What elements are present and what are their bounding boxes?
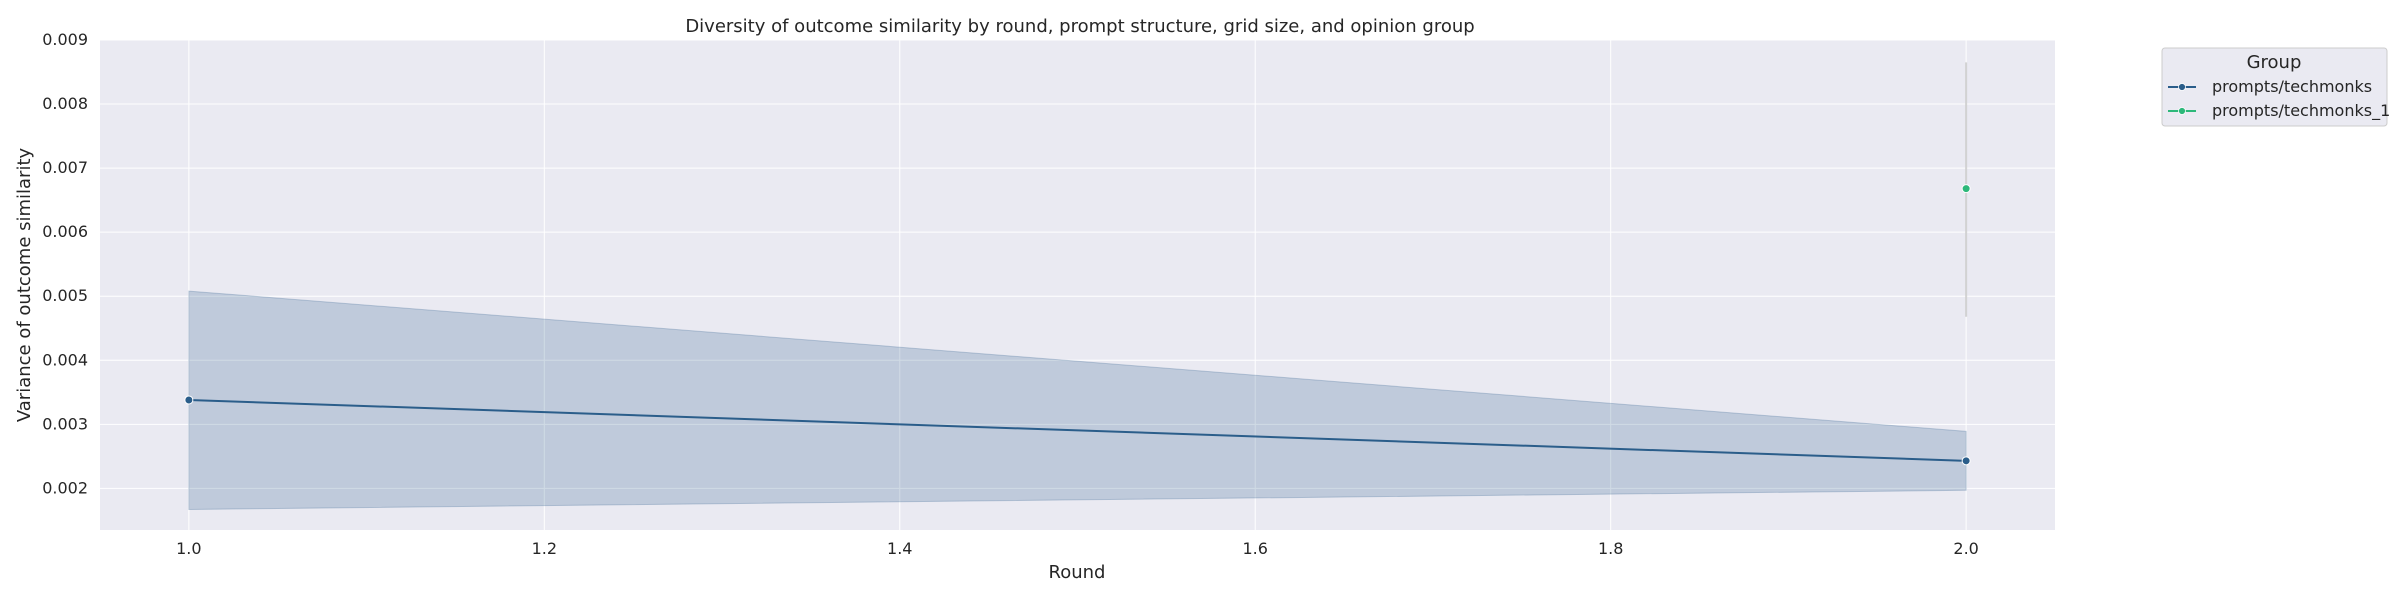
- data-point: [1961, 456, 1971, 466]
- data-point: [184, 395, 194, 405]
- plot-area: [100, 40, 2055, 530]
- y-tick-label: 0.004: [42, 350, 88, 369]
- series-line: [188, 398, 1967, 462]
- legend: Group prompts/techmonks prompts/techmonk…: [2161, 47, 2390, 127]
- x-axis-ticks: 1.0 1.2 1.4 1.6 1.8 2.0: [176, 539, 1979, 558]
- series-lines: [188, 398, 1967, 462]
- data-points: [184, 184, 1971, 466]
- y-tick-label: 0.003: [42, 414, 88, 433]
- x-tick-label: 1.2: [532, 539, 557, 558]
- legend-entry: prompts/techmonks: [2168, 77, 2372, 96]
- x-tick-label: 1.8: [1598, 539, 1623, 558]
- y-tick-label: 0.008: [42, 94, 88, 113]
- legend-entry: prompts/techmonks_1: [2168, 101, 2390, 121]
- y-tick-label: 0.005: [42, 286, 88, 305]
- legend-label: prompts/techmonks: [2212, 77, 2372, 96]
- y-tick-label: 0.009: [42, 30, 88, 49]
- x-tick-label: 1.6: [1243, 539, 1268, 558]
- data-point: [1961, 184, 1971, 194]
- legend-box: [2161, 47, 2388, 127]
- y-tick-label: 0.002: [42, 478, 88, 497]
- x-tick-label: 1.0: [176, 539, 201, 558]
- confidence-bands: [188, 62, 1968, 511]
- ci-band: [188, 290, 1967, 511]
- grid: [100, 39, 2055, 530]
- legend-marker: [2178, 107, 2186, 115]
- y-axis-label: Variance of outcome similarity: [14, 147, 35, 422]
- x-axis-label: Round: [1049, 562, 1106, 583]
- x-tick-label: 2.0: [1953, 539, 1978, 558]
- legend-title: Group: [2247, 52, 2302, 73]
- chart-title: Diversity of outcome similarity by round…: [685, 16, 1474, 37]
- legend-label: prompts/techmonks_1: [2212, 101, 2390, 121]
- legend-marker: [2178, 83, 2186, 91]
- y-tick-label: 0.007: [42, 158, 88, 177]
- x-tick-label: 1.4: [887, 539, 912, 558]
- y-axis-ticks: 0.002 0.003 0.004 0.005 0.006 0.007 0.008 0.009: [42, 30, 88, 497]
- y-tick-label: 0.006: [42, 222, 88, 241]
